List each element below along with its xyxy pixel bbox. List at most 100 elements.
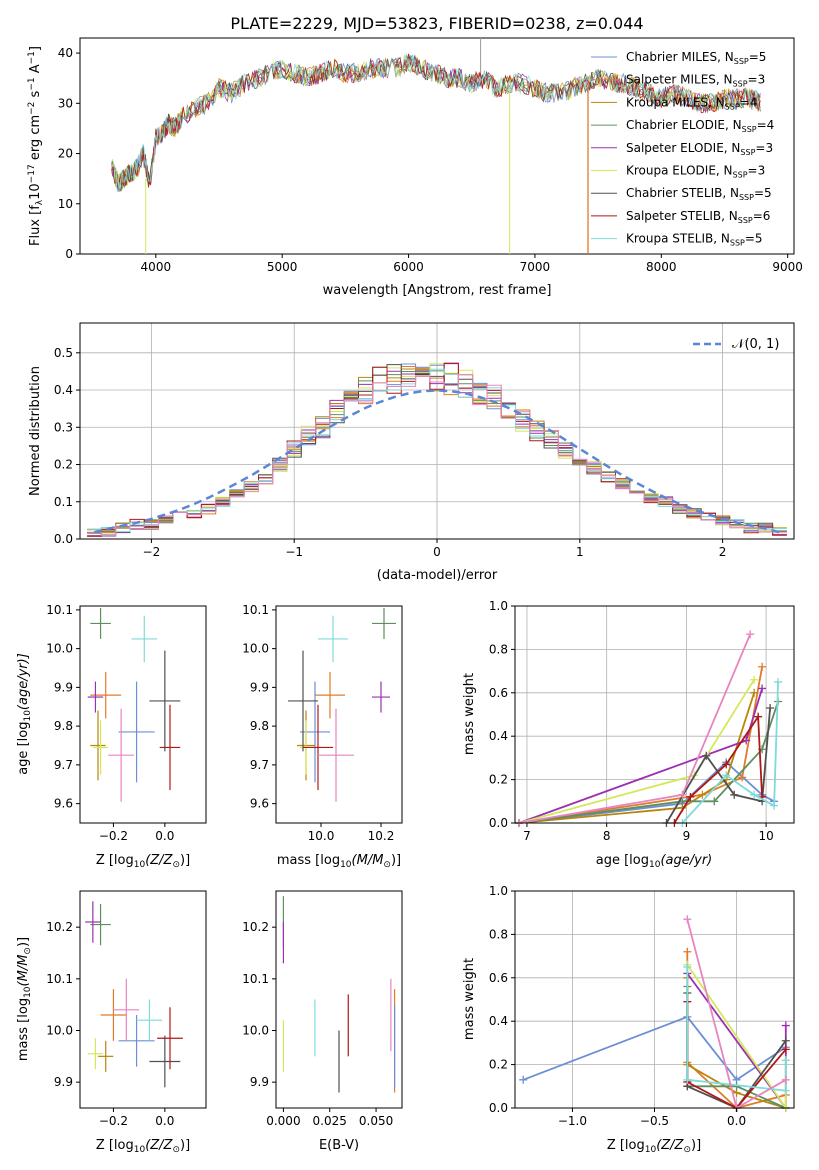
series-marker — [758, 662, 767, 671]
mass-age-ticks: 10.0 10.2 9.6 9.7 9.8 9.9 10.0 10.1 — [242, 603, 394, 843]
y-tick-label: 0.0 — [489, 1101, 508, 1115]
series-marker — [742, 736, 751, 745]
ebv-mass-frame — [275, 890, 403, 1109]
y-tick-label: 0.8 — [489, 927, 508, 941]
x-tick-label: 0.025 — [313, 1114, 347, 1128]
y-tick-label: 9.6 — [54, 797, 73, 811]
x-tick-label: −2 — [143, 545, 161, 559]
spectrum-ylabel: Flux [fλ10−17 erg cm−2 s−1 A−1] — [27, 46, 45, 246]
series-marker — [519, 1075, 528, 1084]
y-tick-label: 10.1 — [242, 972, 269, 986]
spectrum-ticks: 4000 5000 6000 7000 8000 9000 0 10 20 30 40 — [58, 46, 803, 274]
y-tick-label: 30 — [58, 96, 73, 110]
y-tick-label: 0.2 — [489, 1058, 508, 1072]
series-marker — [750, 675, 759, 684]
x-tick-label: 5000 — [267, 260, 298, 274]
z-age-xlabel: Z [log10(Z/Z⊙)] — [96, 853, 190, 870]
y-tick-label: 9.9 — [54, 680, 73, 694]
series-marker — [710, 797, 719, 806]
series-marker — [686, 792, 695, 801]
y-tick-label: 1.0 — [489, 884, 508, 898]
y-tick-label: 9.7 — [250, 758, 269, 772]
z-mass-frame — [79, 890, 207, 1109]
y-tick-label: 0.0 — [489, 816, 508, 830]
y-tick-label: 0.4 — [489, 1014, 508, 1028]
y-tick-label: 0.2 — [54, 458, 73, 472]
x-tick-label: 0.0 — [155, 1114, 174, 1128]
histogram-ticks: −2 −1 0 1 2 0.0 0.1 0.2 0.3 0.4 0.5 — [54, 346, 727, 559]
y-tick-label: 0.1 — [54, 495, 73, 509]
panel-mass-vs-age: 10.0 10.2 9.6 9.7 9.8 9.9 10.0 10.1 mass [log10… — [242, 603, 403, 870]
x-tick-label: 10.0 — [308, 829, 335, 843]
y-tick-label: 9.9 — [250, 680, 269, 694]
series-marker — [722, 760, 731, 769]
spectrum-line — [111, 53, 761, 192]
y-tick-label: 0 — [65, 247, 73, 261]
y-tick-label: 9.7 — [54, 758, 73, 772]
legend-label: Chabrier STELIB, NSSP=5 — [626, 186, 772, 202]
spectrum-lines — [111, 38, 761, 254]
normal-legend-label: 𝒩(0, 1) — [732, 337, 779, 352]
mass-age-points — [288, 607, 396, 802]
spectrum-line — [111, 53, 761, 192]
series-marker — [781, 1086, 790, 1095]
series-line — [518, 633, 752, 824]
x-tick-label: 9 — [683, 829, 691, 843]
x-tick-label: 0.0 — [727, 1114, 746, 1128]
y-tick-label: 0.0 — [54, 532, 73, 546]
z-age-ylabel: age [log10(age/yr)] — [16, 653, 33, 775]
panel-age-massweight: 7 8 9 10 0.0 0.2 0.4 0.6 0.8 1.0 age [log10(age/y… — [462, 599, 795, 870]
series-marker — [781, 1045, 790, 1054]
panel-ebv-vs-mass: 0.000 0.025 0.050 9.9 10.0 10.1 10.2 E(B-V) — [242, 890, 403, 1153]
y-tick-label: 10 — [58, 197, 73, 211]
y-tick-label: 0.6 — [489, 686, 508, 700]
series-marker — [702, 751, 711, 760]
age-mw-lines — [514, 630, 783, 827]
y-tick-label: 0.6 — [489, 971, 508, 985]
age-mw-ylabel: mass weight — [462, 673, 477, 755]
series-marker — [722, 771, 731, 780]
series-marker — [781, 1075, 790, 1084]
x-tick-label: 0.050 — [359, 1114, 393, 1128]
x-tick-label: 2 — [719, 545, 727, 559]
mass-age-xlabel: mass [log10(M/M⊙)] — [277, 853, 401, 870]
histogram-ylabel: Normed distribution — [28, 366, 43, 496]
z-mw-ticks: −1.0 −0.5 0.0 0.0 0.2 0.4 0.6 0.8 1.0 — [489, 884, 746, 1128]
y-tick-label: 9.9 — [250, 1075, 269, 1089]
y-tick-label: 0.4 — [489, 729, 508, 743]
y-tick-label: 0.5 — [54, 346, 73, 360]
x-tick-label: −0.2 — [99, 829, 128, 843]
spectrum-legend: Chabrier MILES, NSSP=5 Salpeter MILES, NS… — [591, 50, 774, 248]
series-marker — [750, 688, 759, 697]
series-line — [522, 1015, 787, 1082]
z-mw-ylabel: mass weight — [462, 958, 477, 1040]
normal-curve — [93, 389, 781, 534]
series-marker — [758, 684, 767, 693]
histogram-step — [87, 374, 787, 536]
series-marker — [750, 790, 759, 799]
y-tick-label: 0.3 — [54, 420, 73, 434]
z-mass-ylabel: mass [log10(M/M⊙)] — [16, 937, 33, 1061]
panel-z-vs-mass: −0.2 0.0 9.9 10.0 10.1 10.2 Z [log10(Z/Z⊙)] m… — [16, 890, 207, 1155]
x-tick-label: −1 — [285, 545, 303, 559]
y-tick-label: 10.0 — [242, 1024, 269, 1038]
y-tick-label: 10.1 — [46, 972, 73, 986]
legend-label: Salpeter MILES, NSSP=3 — [626, 73, 765, 89]
series-marker — [683, 1075, 692, 1084]
series-marker — [683, 947, 692, 956]
z-age-frame — [79, 605, 207, 824]
histogram-steps — [87, 362, 787, 537]
age-mw-ticks: 7 8 9 10 0.0 0.2 0.4 0.6 0.8 1.0 — [489, 599, 774, 843]
panel-spectrum: PLATE=2229, MJD=53823, FIBERID=0238, z=0… — [27, 14, 803, 298]
histogram-step — [87, 363, 787, 537]
legend-label: Kroupa MILES, NSSP=4 — [626, 95, 757, 111]
series-marker — [730, 790, 739, 799]
x-tick-label: 7 — [523, 829, 531, 843]
spectrum-title: PLATE=2229, MJD=53823, FIBERID=0238, z=0… — [230, 14, 643, 33]
y-tick-label: 10.1 — [46, 603, 73, 617]
y-tick-label: 1.0 — [489, 599, 508, 613]
series-marker — [678, 790, 687, 799]
y-tick-label: 20 — [58, 147, 73, 161]
series-marker — [781, 1036, 790, 1045]
x-tick-label: 8 — [603, 829, 611, 843]
